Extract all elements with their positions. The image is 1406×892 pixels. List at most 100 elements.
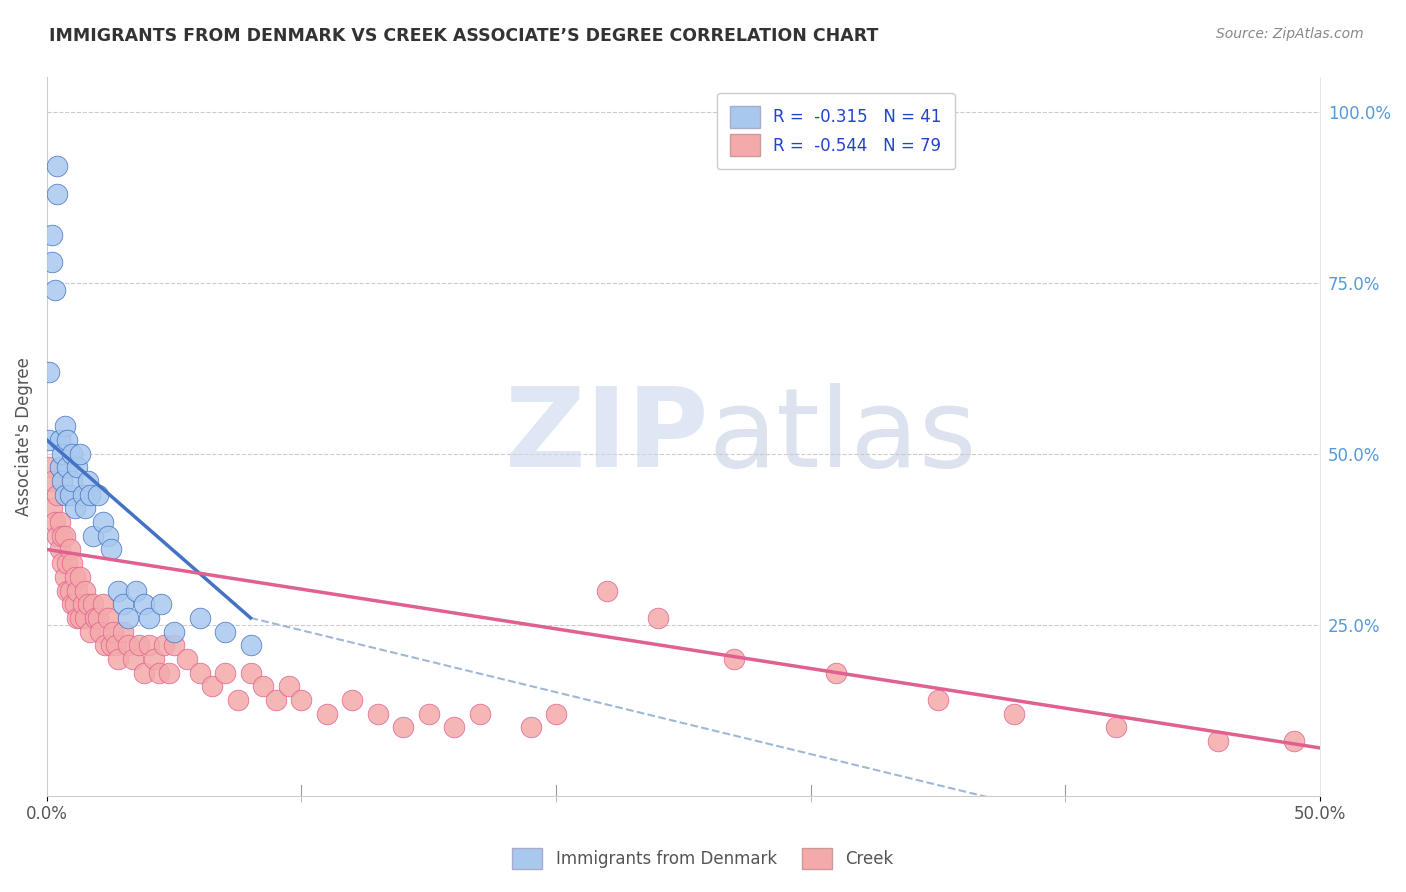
Point [201, 679, 224, 693]
Point [82, 597, 104, 611]
Point [188, 665, 211, 680]
Point [48, 542, 70, 557]
Point [1282, 734, 1305, 748]
Point [56, 583, 79, 598]
Point [342, 693, 364, 707]
Point [316, 706, 339, 721]
Point [87, 611, 110, 625]
Point [53, 488, 76, 502]
Point [125, 583, 148, 598]
Point [264, 693, 287, 707]
Point [76, 597, 98, 611]
Point [63, 501, 86, 516]
Point [41, 474, 63, 488]
Point [75, 611, 97, 625]
Point [117, 611, 139, 625]
Point [41, 501, 63, 516]
Point [75, 501, 97, 516]
Point [723, 652, 745, 666]
Point [56, 460, 79, 475]
Point [91, 597, 114, 611]
Point [142, 652, 165, 666]
Point [647, 611, 669, 625]
Point [46, 160, 69, 174]
Point [41, 255, 63, 269]
Point [59, 583, 82, 598]
Point [138, 611, 160, 625]
Point [150, 597, 173, 611]
Point [1105, 720, 1128, 734]
Point [107, 652, 129, 666]
Point [59, 542, 82, 557]
Point [63, 570, 86, 584]
Point [87, 488, 110, 502]
Point [97, 529, 120, 543]
Point [188, 611, 211, 625]
Point [66, 611, 89, 625]
Point [82, 529, 104, 543]
Point [468, 706, 491, 721]
Point [91, 515, 114, 529]
Point [214, 624, 236, 639]
Point [56, 433, 79, 447]
Point [76, 474, 98, 488]
Text: IMMIGRANTS FROM DENMARK VS CREEK ASSOCIATE’S DEGREE CORRELATION CHART: IMMIGRANTS FROM DENMARK VS CREEK ASSOCIA… [49, 27, 879, 45]
Point [63, 597, 86, 611]
Point [75, 583, 97, 598]
Point [48, 515, 70, 529]
Point [69, 611, 91, 625]
Point [46, 529, 69, 543]
Point [100, 542, 122, 557]
Point [89, 624, 111, 639]
Point [44, 515, 66, 529]
Point [163, 624, 186, 639]
Point [392, 720, 415, 734]
Point [596, 583, 619, 598]
Point [239, 638, 262, 652]
Point [79, 624, 101, 639]
Point [38, 365, 60, 379]
Point [69, 447, 91, 461]
Point [46, 488, 69, 502]
Y-axis label: Associate's Degree: Associate's Degree [15, 357, 32, 516]
Point [112, 597, 135, 611]
Point [84, 611, 107, 625]
Point [418, 706, 440, 721]
Point [176, 652, 198, 666]
Point [48, 460, 70, 475]
Point [226, 693, 249, 707]
Point [112, 624, 135, 639]
Point [239, 665, 262, 680]
Point [290, 693, 312, 707]
Point [46, 186, 69, 201]
Point [56, 556, 79, 570]
Point [53, 529, 76, 543]
Point [117, 638, 139, 652]
Point [51, 529, 73, 543]
Point [48, 433, 70, 447]
Point [66, 583, 89, 598]
Legend: R =  -0.315   N = 41, R =  -0.544   N = 79: R = -0.315 N = 41, R = -0.544 N = 79 [717, 93, 955, 169]
Point [153, 638, 176, 652]
Point [41, 227, 63, 242]
Text: Source: ZipAtlas.com: Source: ZipAtlas.com [1216, 27, 1364, 41]
Point [825, 665, 848, 680]
Point [51, 474, 73, 488]
Text: ZIP: ZIP [505, 383, 709, 490]
Point [1206, 734, 1229, 748]
Point [1002, 706, 1025, 721]
Point [252, 679, 274, 693]
Point [927, 693, 949, 707]
Point [79, 488, 101, 502]
Point [97, 611, 120, 625]
Point [60, 474, 83, 488]
Point [277, 679, 299, 693]
Point [94, 638, 117, 652]
Point [128, 638, 150, 652]
Text: atlas: atlas [709, 383, 977, 490]
Point [101, 624, 124, 639]
Point [148, 665, 170, 680]
Point [51, 556, 73, 570]
Point [443, 720, 465, 734]
Point [100, 638, 122, 652]
